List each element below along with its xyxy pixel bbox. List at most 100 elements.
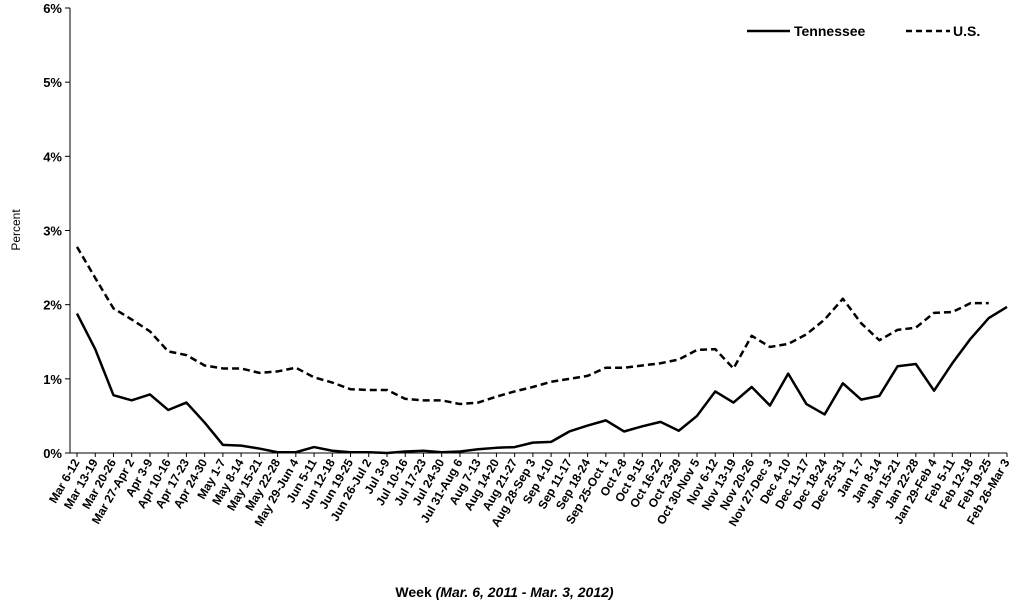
legend-item-tennessee: Tennessee <box>747 23 866 39</box>
data-point-tennessee <box>258 447 260 449</box>
x-axis-date-range: (Mar. 6, 2011 - Mar. 3, 2012) <box>435 584 614 600</box>
data-point-us <box>586 375 588 377</box>
series-line-tennessee <box>75 305 1008 455</box>
data-point-tennessee <box>696 415 698 417</box>
data-point-us <box>568 378 570 380</box>
data-point-us <box>203 364 205 366</box>
data-point-us <box>185 354 187 356</box>
legend: Tennessee U.S. <box>747 23 980 39</box>
data-point-us <box>295 367 297 369</box>
data-point-us <box>131 318 133 320</box>
data-point-tennessee <box>714 390 716 392</box>
data-point-tennessee <box>477 448 479 450</box>
data-point-tennessee <box>495 447 497 449</box>
data-point-tennessee <box>532 441 534 443</box>
y-tick-label: 1% <box>43 372 62 387</box>
data-point-tennessee <box>805 403 807 405</box>
data-point-tennessee <box>222 444 224 446</box>
data-point-us <box>605 367 607 369</box>
data-point-us <box>349 388 351 390</box>
data-point-us <box>915 326 917 328</box>
x-axis-title: Week (Mar. 6, 2011 - Mar. 3, 2012) <box>0 584 1009 600</box>
data-point-tennessee <box>751 386 753 388</box>
data-point-us <box>933 312 935 314</box>
data-point-tennessee <box>550 441 552 443</box>
data-point-us <box>751 335 753 337</box>
data-point-us <box>258 372 260 374</box>
data-point-us <box>513 390 515 392</box>
data-point-us <box>422 399 424 401</box>
data-point-us <box>641 364 643 366</box>
data-point-tennessee <box>240 444 242 446</box>
data-point-tennessee <box>131 399 133 401</box>
legend-label-tennessee: Tennessee <box>794 23 866 39</box>
data-point-us <box>459 403 461 405</box>
data-point-us <box>878 339 880 341</box>
data-point-tennessee <box>112 394 114 396</box>
data-point-us <box>988 302 990 304</box>
y-tick-label: 5% <box>43 75 62 90</box>
data-point-us <box>860 322 862 324</box>
data-point-tennessee <box>823 413 825 415</box>
data-point-us <box>696 349 698 351</box>
data-point-us <box>969 302 971 304</box>
data-point-tennessee <box>623 430 625 432</box>
data-point-us <box>441 399 443 401</box>
data-point-us <box>386 389 388 391</box>
data-point-us <box>167 350 169 352</box>
data-point-tennessee <box>276 451 278 453</box>
data-point-tennessee <box>185 401 187 403</box>
data-point-us <box>951 311 953 313</box>
data-point-tennessee <box>295 451 297 453</box>
data-point-us <box>94 277 96 279</box>
data-point-us <box>623 367 625 369</box>
data-point-tennessee <box>915 363 917 365</box>
data-point-tennessee <box>896 365 898 367</box>
legend-label-us: U.S. <box>953 23 980 39</box>
data-point-tennessee <box>441 451 443 453</box>
data-point-tennessee <box>313 446 315 448</box>
data-point-us <box>659 362 661 364</box>
svg-text:Percent: Percent <box>9 209 23 251</box>
data-point-tennessee <box>860 398 862 400</box>
data-point-us <box>714 348 716 350</box>
data-point-tennessee <box>459 450 461 452</box>
data-point-us <box>477 401 479 403</box>
y-tick-label: 0% <box>43 446 62 461</box>
data-point-tennessee <box>404 450 406 452</box>
data-point-tennessee <box>331 450 333 452</box>
data-point-us <box>532 386 534 388</box>
data-point-tennessee <box>787 372 789 374</box>
y-axis-ticks: 0% 1% 2% 3% 4% 5% 6% <box>43 1 70 461</box>
data-point-tennessee <box>933 390 935 392</box>
data-point-us <box>222 367 224 369</box>
data-point-tennessee <box>678 430 680 432</box>
data-point-us <box>896 329 898 331</box>
data-point-tennessee <box>386 452 388 454</box>
data-point-tennessee <box>94 348 96 350</box>
data-point-tennessee <box>659 421 661 423</box>
data-point-us <box>276 370 278 372</box>
data-point-tennessee <box>951 362 953 364</box>
legend-item-us: U.S. <box>906 23 980 39</box>
data-point-tennessee <box>513 446 515 448</box>
y-tick-label: 6% <box>43 1 62 16</box>
y-tick-label: 3% <box>43 224 62 239</box>
data-point-us <box>404 398 406 400</box>
data-point-us <box>678 358 680 360</box>
data-point-tennessee <box>732 401 734 403</box>
data-point-tennessee <box>368 451 370 453</box>
data-point-us <box>368 389 370 391</box>
data-point-us <box>331 381 333 383</box>
y-tick-label: 2% <box>43 298 62 313</box>
data-point-tennessee <box>586 424 588 426</box>
data-point-tennessee <box>76 312 78 314</box>
data-point-tennessee <box>969 338 971 340</box>
data-point-tennessee <box>1006 306 1008 308</box>
data-point-us <box>842 298 844 300</box>
data-point-tennessee <box>349 451 351 453</box>
data-point-tennessee <box>568 430 570 432</box>
series-layer <box>75 246 1008 455</box>
data-point-us <box>823 318 825 320</box>
